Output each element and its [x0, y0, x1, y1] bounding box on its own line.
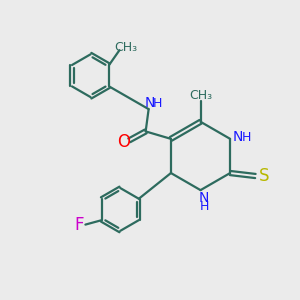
Text: CH₃: CH₃ [114, 41, 137, 54]
Text: N: N [199, 190, 209, 205]
Text: H: H [200, 200, 209, 213]
Text: S: S [259, 167, 269, 185]
Text: N: N [232, 130, 243, 144]
Text: O: O [117, 133, 130, 151]
Text: H: H [242, 131, 251, 144]
Text: H: H [153, 97, 162, 110]
Text: N: N [145, 96, 155, 110]
Text: F: F [74, 216, 84, 234]
Text: CH₃: CH₃ [189, 89, 212, 102]
